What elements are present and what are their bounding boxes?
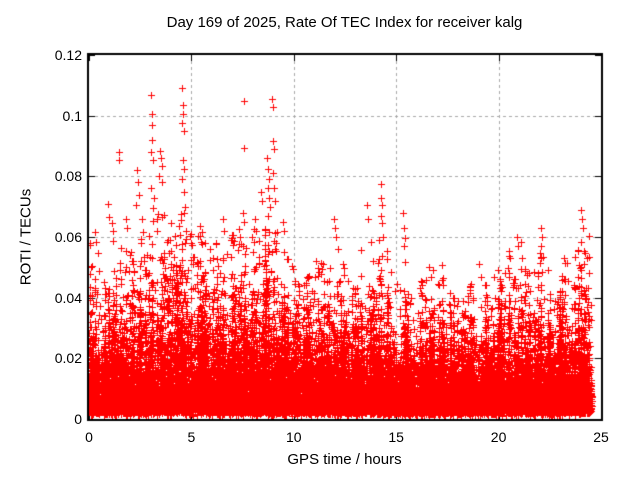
y-tick-label: 0.02 [54,350,82,367]
x-tick-label: 25 [593,429,609,445]
chart-title: Day 169 of 2025, Rate Of TEC Index for r… [166,14,523,31]
y-tick-label: 0.1 [62,107,82,124]
y-tick-label: 0.12 [54,47,82,63]
y-tick-label: 0 [74,411,82,427]
y-tick-label: 0.04 [54,289,82,306]
x-tick-label: 5 [187,429,196,445]
x-tick-label: 10 [286,429,302,445]
y-tick-label: 0.06 [54,229,82,245]
x-tick-label: 15 [388,429,404,445]
y-tick-label: 0.08 [54,168,82,185]
x-tick-label: 20 [490,429,507,445]
x-axis-label: GPS time / hours [287,451,402,468]
x-tick-label: 0 [85,429,93,445]
